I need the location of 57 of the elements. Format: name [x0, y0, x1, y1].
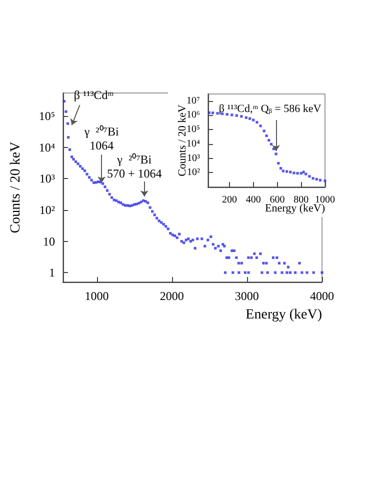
x-tick-label: 1000 — [84, 289, 109, 303]
point — [292, 172, 296, 174]
x-tick-label: 2000 — [160, 289, 184, 303]
y-tick-label: 1 — [49, 266, 55, 280]
point — [259, 124, 262, 128]
point — [318, 178, 322, 182]
annotation: γ ²⁰⁷Bi 570 + 1064 — [106, 152, 162, 181]
x-tick-label: 4000 — [310, 289, 334, 303]
point — [304, 172, 308, 176]
y-axis-title: Counts / 20 keV — [8, 142, 24, 234]
point — [308, 175, 311, 178]
point — [302, 170, 305, 174]
y-axis-title: Counts / 20 keV — [176, 104, 188, 176]
point — [296, 172, 299, 175]
point — [230, 114, 234, 116]
x-tick-label: 400 — [246, 194, 261, 206]
point — [285, 170, 288, 173]
y-tick-label: 10⁴ — [38, 140, 55, 154]
y-tick-label: 10² — [39, 203, 56, 218]
point — [324, 180, 326, 182]
annotation: β ¹¹³Cd,ᵐ Qᵦ = 586 keV — [218, 102, 322, 115]
point — [211, 112, 214, 114]
point — [265, 134, 268, 138]
x-axis-title: Energy (keV) — [265, 202, 326, 214]
point — [312, 177, 314, 180]
y-tick-label: 10⁵ — [186, 124, 200, 136]
point — [282, 170, 285, 172]
x-tick-label: 600 — [270, 194, 285, 206]
point — [274, 152, 278, 156]
point — [262, 130, 266, 132]
point — [315, 178, 318, 180]
y-tick-label: 10⁴ — [186, 138, 200, 150]
point — [252, 118, 255, 122]
point — [280, 167, 282, 170]
x-axis-title: Energy (keV) — [246, 308, 322, 322]
y-tick-label: 10³ — [39, 172, 56, 186]
y-tick-label: 10² — [187, 167, 200, 178]
annotation: β ¹¹³Cdᵐ — [74, 88, 114, 102]
point — [208, 111, 210, 114]
x-tick-label: 1000 — [315, 194, 335, 206]
point — [277, 162, 280, 165]
point — [226, 113, 228, 116]
point — [244, 116, 248, 119]
x-tick-label: 200 — [222, 194, 237, 206]
point — [256, 121, 258, 124]
y-tick-label: 10 — [43, 234, 55, 248]
point — [248, 117, 252, 120]
point — [268, 138, 270, 142]
y-tick-label: 10⁶ — [186, 110, 200, 121]
y-tick-label: 10³ — [187, 152, 200, 164]
point — [240, 115, 243, 118]
point — [289, 170, 292, 174]
point — [235, 114, 238, 117]
x-tick-label: 3000 — [234, 289, 259, 303]
y-tick-label: 10⁷ — [186, 95, 200, 106]
point — [216, 112, 219, 115]
y-tick-label: 10⁵ — [38, 109, 55, 124]
